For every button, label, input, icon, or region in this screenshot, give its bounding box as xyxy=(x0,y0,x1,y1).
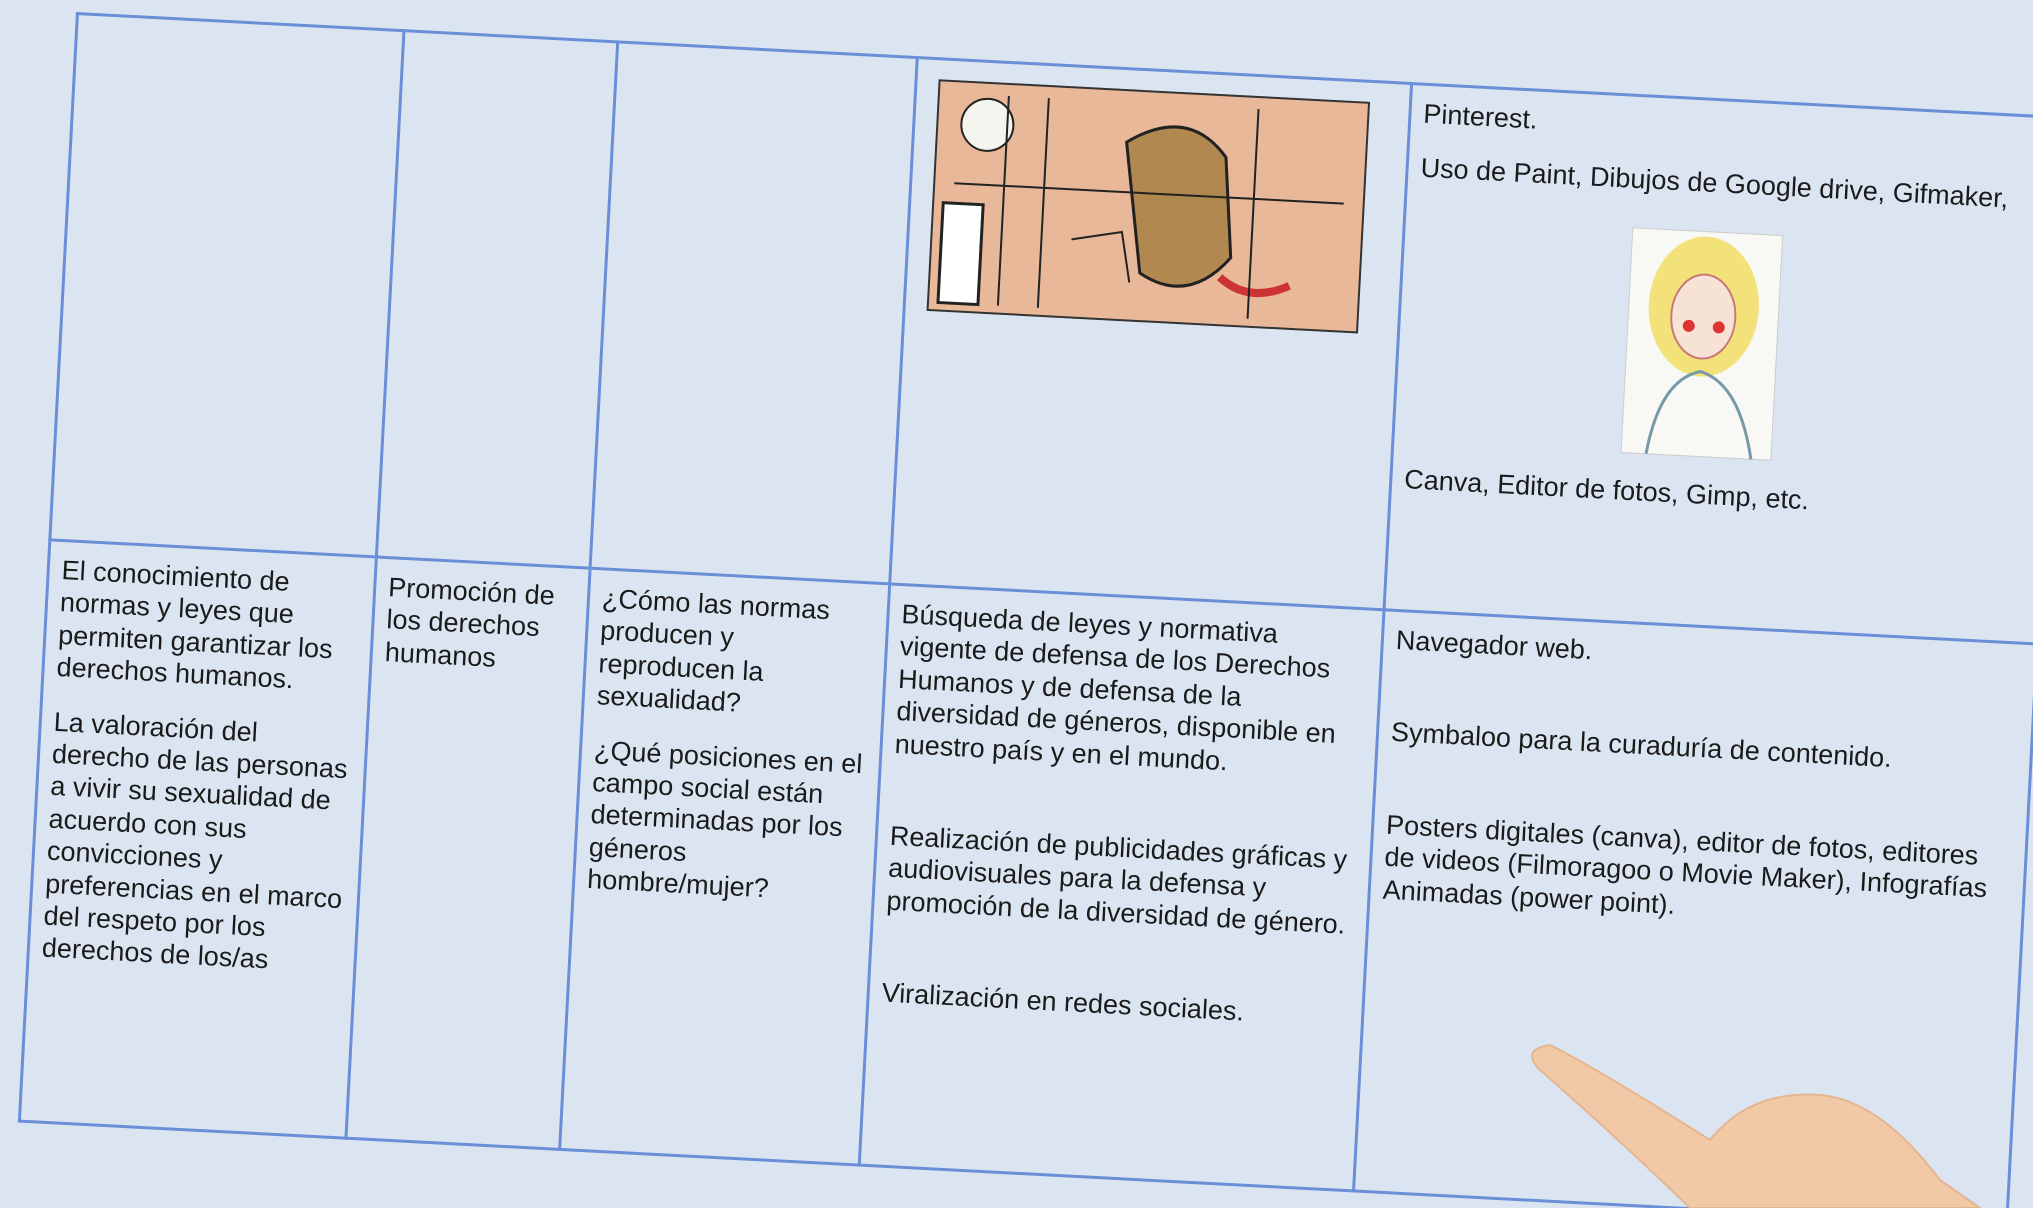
cell-text: Promoción de los derechos humanos xyxy=(384,572,556,673)
plan-table: Pinterest. Uso de Paint, Dibujos de Goog… xyxy=(18,12,2033,1208)
table-cell: El conocimiento de normas y leyes que pe… xyxy=(19,539,377,1139)
table-cell xyxy=(590,41,918,584)
table-cell: ¿Cómo las normas producen y reproducen l… xyxy=(559,568,890,1166)
table-cell: Pinterest. Uso de Paint, Dibujos de Goog… xyxy=(1384,83,2033,645)
cell-text: Viralización en redes sociales. xyxy=(880,977,1245,1027)
table-cell xyxy=(889,57,1412,610)
artwork-image xyxy=(926,79,1371,334)
cell-text: La valoración del derecho de las persona… xyxy=(41,706,349,975)
cell-text: ¿Cómo las normas producen y reproducen l… xyxy=(596,583,831,718)
cell-text: Realización de publicidades gráficas y a… xyxy=(885,820,1348,940)
table-cell xyxy=(376,30,618,569)
table-cell: Promoción de los derechos humanos xyxy=(345,556,591,1150)
cell-text: Symbaloo para la curaduría de contenido. xyxy=(1390,717,1893,774)
document: Pinterest. Uso de Paint, Dibujos de Goog… xyxy=(18,12,2033,1208)
table-row: Pinterest. Uso de Paint, Dibujos de Goog… xyxy=(49,13,2033,645)
cell-text: Pinterest. xyxy=(1422,98,1539,135)
pointing-hand xyxy=(1531,1043,1982,1208)
table-cell: Búsqueda de leyes y normativa vigente de… xyxy=(859,583,1385,1191)
cell-text: ¿Qué posiciones en el campo social están… xyxy=(586,734,864,904)
cell-text: El conocimiento de normas y leyes que pe… xyxy=(55,555,334,695)
table-cell xyxy=(49,13,404,557)
cell-text: Posters digitales (canva), editor de fot… xyxy=(1382,809,1988,920)
cell-text: Búsqueda de leyes y normativa vigente de… xyxy=(894,599,1337,776)
portrait-image xyxy=(1620,227,1784,461)
cell-text: Uso de Paint, Dibujos de Google drive, G… xyxy=(1419,153,2009,214)
